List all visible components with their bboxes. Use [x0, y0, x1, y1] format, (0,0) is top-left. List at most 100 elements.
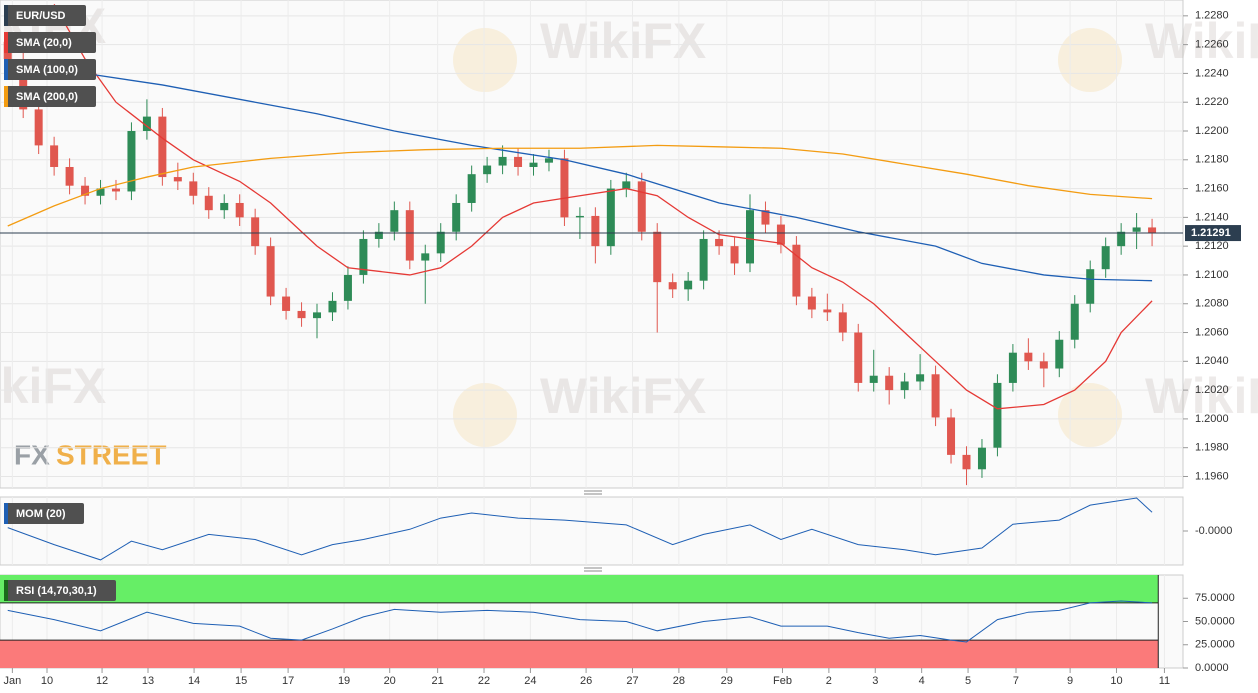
candle-body — [838, 312, 847, 333]
legend-label: SMA (200,0) — [16, 91, 78, 103]
legend-swatch — [4, 5, 8, 26]
y-tick-label: 1.2240 — [1195, 67, 1229, 79]
candle-body — [684, 280, 693, 290]
oversold-zone — [0, 640, 1159, 668]
x-tick-label: 7 — [1013, 675, 1019, 687]
candle-body — [483, 165, 492, 175]
legend-label: SMA (20,0) — [16, 37, 72, 49]
x-tick-label: 12 — [96, 675, 108, 687]
candle-body — [560, 158, 569, 218]
candle-body — [869, 375, 878, 383]
legend-label: EUR/USD — [16, 10, 66, 22]
candle-body — [34, 109, 43, 146]
candle-body — [421, 253, 430, 261]
x-tick-label: 19 — [338, 675, 350, 687]
rsi-line — [7, 600, 1153, 643]
candle-body — [173, 177, 182, 182]
candle-body — [343, 274, 352, 301]
legend-box — [4, 59, 96, 80]
candle-body — [699, 238, 708, 281]
x-tick-label: 13 — [142, 675, 154, 687]
last-price-box — [1185, 225, 1241, 242]
y-tick-label: 1.1960 — [1195, 470, 1229, 482]
mom-line — [7, 497, 1153, 561]
y-tick-label: 1.2100 — [1195, 269, 1229, 281]
legend-box — [4, 86, 96, 107]
x-tick-label: 17 — [282, 675, 294, 687]
sma-line — [7, 144, 1153, 227]
candle-body — [916, 374, 925, 382]
y-tick-label: 1.1980 — [1195, 442, 1229, 454]
candle-body — [328, 300, 337, 313]
candle-body — [776, 224, 785, 245]
candle-body — [1117, 231, 1126, 247]
candle-body — [637, 181, 646, 232]
candle-body — [158, 116, 167, 178]
candle-body — [220, 202, 229, 211]
x-tick-label: 20 — [384, 675, 396, 687]
mom-panel — [0, 496, 1184, 566]
legend-box — [4, 580, 116, 601]
overbought-zone — [0, 575, 1159, 603]
candle-body — [19, 59, 28, 110]
candle-body — [81, 185, 90, 196]
candle-body — [297, 310, 306, 319]
candle-body — [900, 381, 909, 391]
watermark-logo — [1058, 383, 1122, 447]
candle-body — [50, 145, 59, 167]
watermark: WikiFX — [0, 358, 106, 414]
candle-body — [653, 231, 662, 283]
candle-body — [235, 202, 244, 218]
y-tick-label: 0.0000 — [1195, 662, 1229, 674]
y-tick-label: 75.0000 — [1195, 592, 1235, 604]
legend-swatch — [4, 32, 8, 53]
candle-body — [514, 156, 523, 167]
x-tick-label: 2 — [826, 675, 832, 687]
candle-body — [962, 454, 971, 470]
candle-body — [544, 158, 553, 163]
x-tick-label: 22 — [478, 675, 490, 687]
watermark-logo — [1058, 28, 1122, 92]
brand-left: FX — [14, 439, 50, 470]
candle-body — [467, 174, 476, 203]
candle-body — [977, 447, 986, 470]
x-tick-label: 27 — [626, 675, 638, 687]
candle-body — [885, 375, 894, 391]
candle-body — [390, 210, 399, 232]
candle-body — [96, 188, 105, 196]
candle-body — [498, 156, 507, 166]
candle-body — [1101, 246, 1110, 270]
x-tick-label: 10 — [41, 675, 53, 687]
x-tick-label: 9 — [1067, 675, 1073, 687]
candle-body — [931, 374, 940, 418]
candle-body — [65, 166, 74, 186]
y-tick-label: -0.0000 — [1195, 525, 1232, 537]
watermark: WikiFX — [1145, 368, 1258, 424]
candle-body — [1055, 339, 1064, 369]
y-tick-label: 1.2160 — [1195, 182, 1229, 194]
candle-body — [282, 296, 291, 311]
x-tick-label: 4 — [919, 675, 925, 687]
legend-box — [4, 5, 86, 26]
sma-line — [7, 64, 1153, 282]
y-tick-label: 1.2140 — [1195, 211, 1229, 223]
candle-body — [1086, 269, 1095, 304]
legend-label: MOM (20) — [16, 508, 66, 520]
candle-body — [1024, 352, 1033, 362]
candle-body — [266, 246, 275, 297]
legend-swatch — [4, 580, 8, 601]
x-tick-label: 26 — [580, 675, 592, 687]
candle-body — [1008, 352, 1017, 383]
sma-line — [53, 3, 1153, 410]
y-tick-label: 1.2220 — [1195, 96, 1229, 108]
watermark-logo — [453, 28, 517, 92]
x-tick-label: 5 — [965, 675, 971, 687]
legend-swatch — [4, 59, 8, 80]
candle-body — [189, 181, 198, 196]
x-tick-label: 3 — [872, 675, 878, 687]
candle-body — [575, 215, 584, 218]
y-tick-label: 1.2000 — [1195, 413, 1229, 425]
candle-body — [823, 309, 832, 313]
candle-body — [374, 231, 383, 239]
